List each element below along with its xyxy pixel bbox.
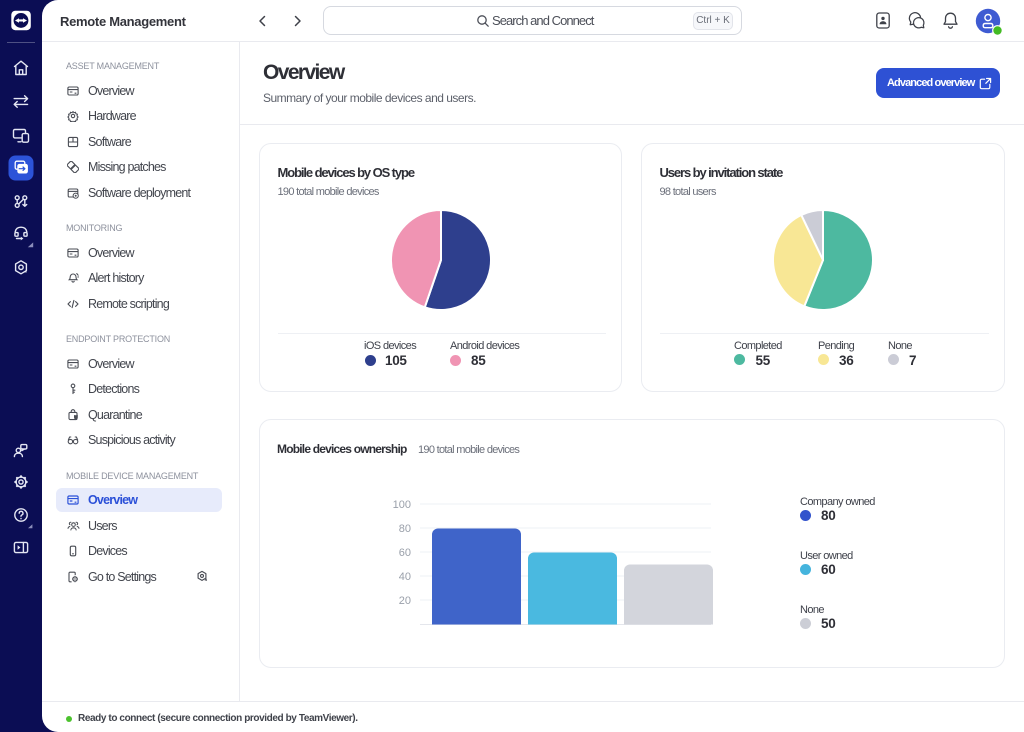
svg-text:100: 100: [393, 499, 411, 511]
svg-text:40: 40: [399, 571, 411, 583]
svg-text:60: 60: [399, 547, 411, 559]
svg-text:80: 80: [399, 523, 411, 535]
svg-text:20: 20: [399, 595, 411, 607]
